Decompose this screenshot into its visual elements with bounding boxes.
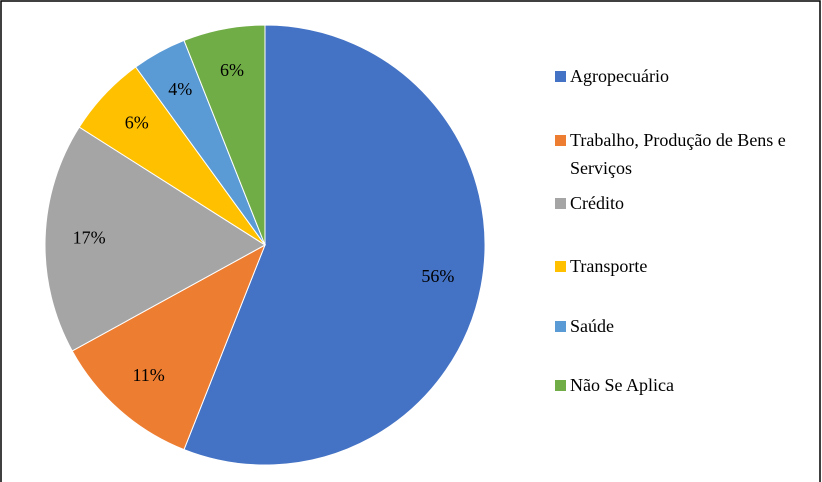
legend-swatch: [555, 135, 566, 146]
legend-item: Agropecuário: [555, 62, 795, 90]
legend-label: Trabalho, Produção de Bens e Serviços: [570, 130, 786, 178]
legend-swatch: [555, 261, 566, 272]
legend-swatch: [555, 321, 566, 332]
pie-slice: [71, 243, 266, 451]
data-label: 4%: [168, 79, 192, 99]
legend-item: Saúde: [555, 312, 795, 340]
pie-slice: [44, 126, 266, 352]
legend-label: Crédito: [570, 193, 624, 213]
data-label: 11%: [132, 365, 164, 385]
pie-slice: [183, 24, 266, 246]
legend-item: Crédito: [555, 189, 795, 217]
legend-item: Trabalho, Produção de Bens e Serviços: [555, 126, 795, 182]
legend-item: Não Se Aplica: [555, 371, 795, 399]
pie-slice: [183, 24, 486, 466]
data-label: 6%: [125, 113, 149, 133]
legend-label: Não Se Aplica: [570, 375, 674, 395]
legend-swatch: [555, 380, 566, 391]
legend-label: Saúde: [570, 316, 614, 336]
data-label: 17%: [73, 228, 106, 248]
legend-label: Transporte: [570, 256, 648, 276]
legend-swatch: [555, 71, 566, 82]
pie: 56% 11% 17% 6% 4% 6%: [44, 24, 486, 466]
legend-label: Agropecuário: [570, 66, 669, 86]
legend-item: Transporte: [555, 252, 795, 280]
data-label: 6%: [220, 60, 244, 80]
data-label: 56%: [421, 266, 454, 286]
legend-swatch: [555, 198, 566, 209]
